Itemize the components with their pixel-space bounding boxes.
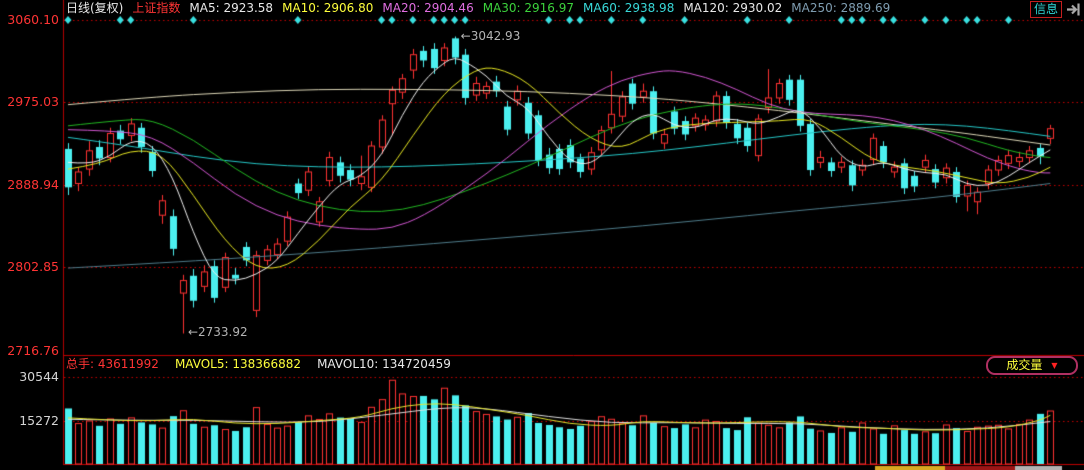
volume-pane-header: 总手: 43611992 MAVOL5: 138366882 MAVOL10: … [66,357,451,372]
volume-tick-30544: 30544 [19,369,59,384]
volume-indicator-label: 成交量 [1006,358,1043,372]
volume-indicator-dropdown[interactable]: 成交量 ▼ [986,356,1078,375]
arrow-left-icon: ← [460,28,471,43]
mavol10-legend: MAVOL10: 134720459 [317,357,451,371]
collapse-panel-icon[interactable] [1066,2,1082,21]
price-tick-2802: 2802.85 [7,259,59,274]
price-tick-3060: 3060.10 [7,12,59,27]
total-volume-label: 总手: 43611992 [66,357,159,371]
period-label: 日线(复权) [66,1,124,15]
ma250-legend: MA250: 2889.69 [791,1,891,15]
arrow-left-icon: ← [187,324,198,339]
volume-tick-15272: 15272 [19,413,59,428]
ma10-legend: MA10: 2906.80 [282,1,374,15]
annotation-high: ←3042.93 [460,28,521,43]
info-button[interactable]: 信息 [1030,1,1063,18]
chart-header: 日线(复权) 上证指数 MA5: 2923.58 MA10: 2906.80 M… [66,1,890,16]
price-tick-2888: 2888.94 [7,177,59,192]
annotation-low: ←2733.92 [187,324,248,339]
ma20-legend: MA20: 2904.46 [382,1,474,15]
mavol5-legend: MAVOL5: 138366882 [174,357,302,371]
ma30-legend: MA30: 2916.97 [482,1,575,15]
ma60-legend: MA60: 2938.98 [583,1,675,15]
price-tick-2975: 2975.03 [7,94,59,109]
price-tick-2716: 2716.76 [7,343,59,358]
index-name[interactable]: 上证指数 [132,1,181,15]
dropdown-arrow-icon: ▼ [1051,360,1058,370]
ma5-legend: MA5: 2923.58 [189,1,274,15]
ma120-legend: MA120: 2930.02 [683,1,783,15]
